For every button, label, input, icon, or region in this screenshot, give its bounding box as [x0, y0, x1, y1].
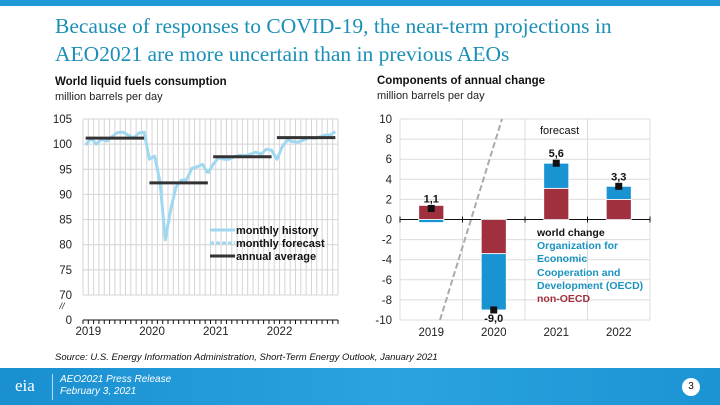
y-tick-label: 70 — [59, 290, 72, 302]
y-tick-label: 0 — [386, 215, 392, 227]
legend-label-annual: annual average — [236, 251, 316, 263]
y-tick-label: 100 — [53, 139, 72, 151]
y-tick-label: 95 — [59, 164, 72, 176]
bar-non-oecd — [418, 205, 445, 220]
footer-release-title: AEO2021 Press Release — [60, 374, 172, 385]
source-note: Source: U.S. Energy Information Administ… — [55, 352, 438, 363]
legend-label-forecast: monthly forecast — [236, 238, 325, 250]
page-number: 3 — [682, 378, 700, 396]
footer-release: AEO2021 Press Release February 3, 2021 — [60, 374, 171, 398]
y-tick-label: 2 — [386, 194, 392, 206]
y-tick-label: -10 — [375, 315, 392, 327]
world-change-marker — [615, 182, 623, 190]
bar-chart-legend: world change Organization for Economic C… — [536, 227, 643, 305]
y-tick-label: 8 — [386, 134, 392, 146]
slide-title: Because of responses to COVID-19, the ne… — [55, 14, 612, 66]
world-change-marker — [427, 204, 435, 212]
top-accent-bar — [0, 0, 720, 6]
footer-divider — [52, 374, 53, 400]
forecast-annotation: forecast — [540, 125, 579, 137]
eia-logo: eia — [15, 376, 35, 395]
legend-world-change: world change — [536, 227, 605, 239]
x-tick-label: 2022 — [606, 327, 632, 339]
series-monthly-history — [84, 130, 210, 242]
legend-oecd: Organization for Economic Cooperation an… — [537, 240, 643, 292]
y-tick-label: 105 — [53, 114, 72, 126]
bar-oecd — [480, 253, 507, 311]
bar-oecd — [543, 162, 570, 189]
left-chart-title: World liquid fuels consumption — [55, 76, 227, 88]
x-tick-label: 2020 — [139, 326, 165, 338]
left-chart-unit: million barrels per day — [55, 91, 163, 103]
data-label: 1,1 — [424, 193, 439, 205]
bar-non-oecd — [605, 198, 632, 220]
data-label: -9,0 — [484, 313, 503, 325]
world-change-marker — [490, 306, 498, 314]
axis-break-mark: // — [58, 301, 66, 311]
x-tick-label: 2021 — [543, 327, 569, 339]
x-tick-label: 2019 — [76, 326, 102, 338]
right-chart-title: Components of annual change — [377, 75, 546, 87]
footer-release-date: February 3, 2021 — [60, 386, 137, 397]
bar-non-oecd — [480, 219, 507, 255]
series-monthly-forecast — [206, 130, 337, 175]
y-tick-label: 90 — [59, 189, 72, 201]
legend-label-history: monthly history — [236, 225, 319, 237]
right-chart-unit: million barrels per day — [377, 90, 485, 102]
y-tick-label: -2 — [382, 235, 392, 247]
y-tick-label: -4 — [382, 255, 393, 267]
x-tick-label: 2021 — [203, 326, 229, 338]
y-tick-label: 4 — [386, 174, 393, 186]
x-tick-label: 2022 — [267, 326, 293, 338]
y-tick-label: 80 — [59, 240, 72, 252]
bar-oecd — [418, 219, 445, 223]
x-tick-label: 2019 — [418, 327, 444, 339]
y-tick-label: 0 — [66, 315, 72, 327]
legend-non-oecd: non-OECD — [537, 293, 590, 305]
y-tick-label: 10 — [379, 114, 392, 126]
x-tick-label: 2020 — [481, 327, 507, 339]
data-label: 3,3 — [611, 171, 626, 183]
world-change-marker — [552, 159, 560, 167]
y-tick-label: -6 — [382, 275, 392, 287]
y-tick-label: 75 — [59, 265, 72, 277]
data-label: 5,6 — [549, 148, 564, 160]
y-tick-label: -8 — [382, 295, 392, 307]
y-tick-label: 6 — [386, 154, 392, 166]
forecast-divider-line — [439, 118, 503, 321]
line-chart-legend: monthly history monthly forecast annual … — [210, 225, 325, 263]
footer-bar: eia AEO2021 Press Release February 3, 20… — [0, 368, 720, 405]
bar-oecd — [605, 185, 632, 200]
y-tick-label: 85 — [59, 215, 72, 227]
bar-non-oecd — [543, 187, 570, 220]
